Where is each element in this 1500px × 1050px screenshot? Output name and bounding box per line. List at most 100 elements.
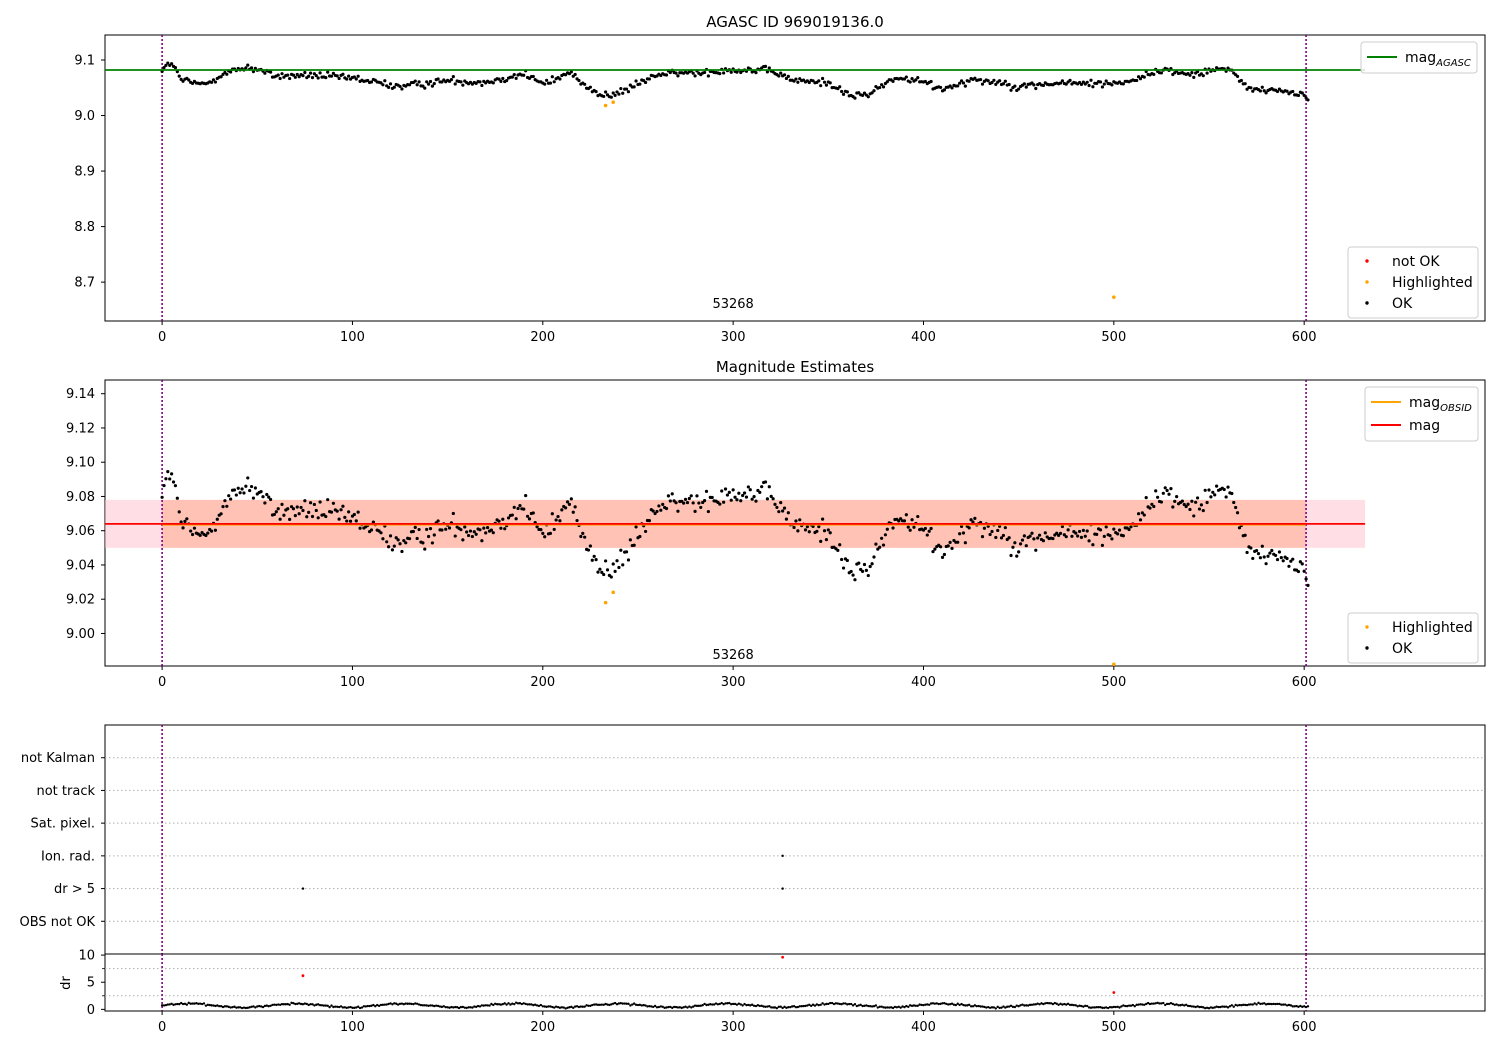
ok-point bbox=[1009, 88, 1013, 92]
ok-point bbox=[354, 519, 358, 523]
dr-ok-point bbox=[372, 1003, 375, 1007]
dr-ok-point bbox=[1192, 1005, 1195, 1008]
ok-point bbox=[390, 548, 395, 552]
ok-point bbox=[337, 76, 341, 81]
ok-point bbox=[444, 527, 448, 531]
ok-point bbox=[727, 490, 731, 494]
ok-point bbox=[626, 90, 631, 94]
dr-ok-point bbox=[1021, 1003, 1024, 1006]
ok-point bbox=[866, 95, 870, 99]
dr-ok-point bbox=[636, 1003, 640, 1007]
ok-point bbox=[1100, 543, 1105, 547]
ok-point bbox=[1104, 525, 1108, 529]
dr-ok-point bbox=[1017, 1004, 1020, 1008]
dr-ok-point bbox=[634, 1003, 638, 1006]
dr-ok-point bbox=[1295, 1004, 1298, 1008]
ok-point bbox=[1152, 504, 1156, 509]
ok-point bbox=[324, 514, 328, 519]
dr-ok-point bbox=[1223, 1005, 1226, 1008]
ok-point bbox=[838, 85, 842, 89]
ok-point bbox=[950, 546, 954, 550]
ok-point bbox=[1192, 75, 1196, 80]
ok-point bbox=[1251, 556, 1255, 561]
ok-point bbox=[1186, 502, 1190, 506]
ok-point bbox=[1270, 548, 1274, 553]
y-tick-label: 9.04 bbox=[66, 558, 95, 573]
dr-ok-point bbox=[219, 1005, 223, 1008]
ok-point bbox=[902, 519, 907, 523]
ok-point bbox=[1235, 74, 1240, 78]
dr-ok-point bbox=[939, 1002, 942, 1006]
dr-ok-point bbox=[832, 1002, 836, 1006]
ok-point bbox=[598, 567, 602, 571]
dr-ok-point bbox=[969, 1005, 973, 1008]
dr-ok-point bbox=[495, 1003, 499, 1006]
ok-point bbox=[423, 547, 427, 551]
dr-ok-point bbox=[1080, 1004, 1083, 1008]
ok-point bbox=[583, 535, 587, 539]
ok-point bbox=[1243, 533, 1247, 537]
ok-point bbox=[885, 527, 889, 531]
dr-ok-point bbox=[364, 1005, 367, 1008]
ok-point bbox=[857, 561, 861, 565]
dr-ok-point bbox=[370, 1004, 373, 1007]
ok-point bbox=[725, 493, 730, 497]
dr-ok-point bbox=[284, 1003, 288, 1006]
ok-point bbox=[432, 82, 436, 86]
dr-ok-point bbox=[505, 1003, 508, 1006]
ok-point bbox=[1232, 500, 1236, 505]
ok-point bbox=[994, 535, 998, 540]
ok-point bbox=[307, 74, 311, 78]
ok-point bbox=[514, 517, 518, 521]
dr-ok-point bbox=[1032, 1003, 1036, 1006]
ok-point bbox=[1150, 502, 1154, 506]
ok-point bbox=[779, 501, 783, 505]
ok-point bbox=[581, 531, 585, 536]
flag-point bbox=[301, 887, 305, 890]
ok-point bbox=[297, 512, 301, 516]
ok-point bbox=[190, 81, 195, 86]
ok-point bbox=[329, 510, 334, 514]
ok-point bbox=[904, 513, 908, 517]
ok-point bbox=[341, 504, 345, 508]
dr-ok-point bbox=[796, 1005, 800, 1009]
ok-point bbox=[910, 518, 914, 522]
ok-point bbox=[524, 493, 528, 498]
ok-point bbox=[767, 66, 771, 70]
x-tick-label: 300 bbox=[721, 675, 746, 690]
dr-ok-point bbox=[1162, 1001, 1165, 1005]
ok-point bbox=[1112, 527, 1116, 531]
dr-ok-point bbox=[1255, 1003, 1258, 1006]
ok-point bbox=[1110, 83, 1114, 87]
dr-ok-point bbox=[1116, 1005, 1119, 1008]
ok-point bbox=[305, 515, 309, 519]
dr-ok-point bbox=[543, 1005, 546, 1008]
dr-ok-point bbox=[1215, 1005, 1218, 1008]
ok-point bbox=[440, 80, 444, 84]
ok-point bbox=[735, 498, 739, 502]
ok-point bbox=[765, 497, 770, 501]
dr-not-ok-point bbox=[781, 955, 785, 959]
ok-point bbox=[1274, 553, 1278, 558]
dr-ok-point bbox=[815, 1003, 819, 1006]
dr-ok-point bbox=[494, 1002, 497, 1005]
ok-point bbox=[318, 71, 322, 75]
ok-point bbox=[1024, 544, 1028, 548]
ok-point bbox=[1304, 577, 1308, 581]
dr-ok-point bbox=[779, 1005, 782, 1008]
ok-point bbox=[651, 509, 655, 513]
dr-ok-point bbox=[703, 1002, 706, 1006]
dr-ok-point bbox=[324, 1004, 327, 1007]
dr-ok-point bbox=[539, 1003, 543, 1007]
ok-point bbox=[541, 531, 545, 535]
dr-ok-point bbox=[467, 1006, 470, 1009]
ok-point bbox=[160, 495, 164, 499]
dr-ok-point bbox=[345, 1006, 348, 1010]
dr-ok-point bbox=[579, 1005, 583, 1008]
dr-ok-point bbox=[752, 1004, 756, 1008]
dr-ok-point bbox=[297, 1002, 301, 1005]
ok-point bbox=[956, 540, 960, 544]
dr-ok-point bbox=[1135, 1003, 1138, 1007]
ok-point bbox=[286, 507, 290, 511]
ok-point bbox=[695, 494, 699, 498]
